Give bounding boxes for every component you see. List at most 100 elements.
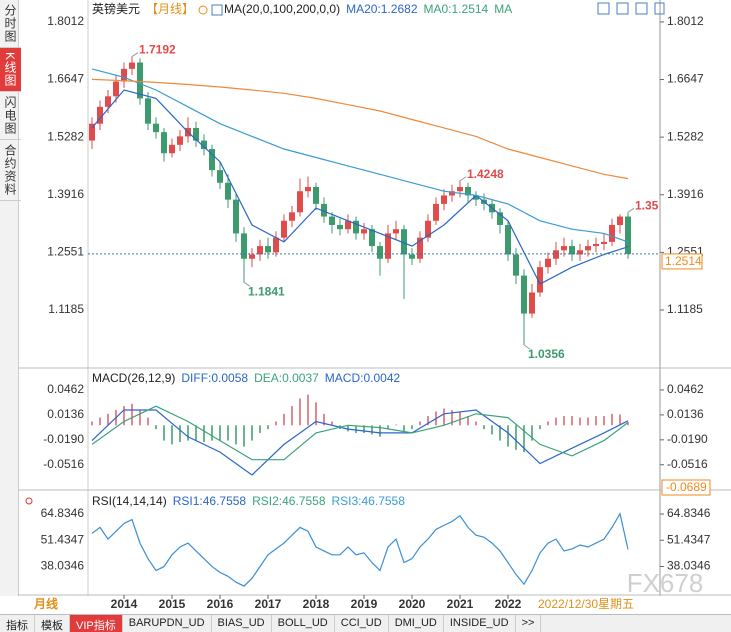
candle-body — [105, 96, 111, 107]
candle-body — [441, 195, 447, 204]
candle-body — [281, 220, 287, 238]
y-tick-label: 0.0462 — [667, 382, 704, 396]
candle-body — [457, 187, 463, 192]
candle-body — [425, 220, 431, 238]
x-tick-label: 2018 — [303, 597, 330, 611]
watermark: FX678 — [627, 568, 704, 598]
candle-body — [241, 233, 247, 259]
tab[interactable]: 闪电图 — [0, 92, 21, 141]
toolbar-tab[interactable]: BOLL_UD — [272, 615, 335, 632]
y-tick-label: 51.4347 — [41, 532, 85, 546]
candle-body — [345, 220, 351, 230]
period-label: 月线 — [33, 596, 58, 611]
indicator: MA(20,0,100,200,0,0) — [224, 2, 340, 16]
marker — [627, 207, 635, 213]
last-price-tag — [661, 253, 703, 270]
line — [91, 78, 629, 180]
candle-body — [361, 229, 367, 234]
limit-tag — [661, 479, 711, 496]
high-label: 1.7192 — [139, 43, 176, 57]
x-tick-label: 2021 — [447, 597, 474, 611]
marker — [459, 176, 467, 182]
y-tick-label: 1.1185 — [667, 302, 703, 316]
toolbar-tab[interactable]: 模板 — [35, 615, 70, 632]
y-tick-label: 1.8012 — [667, 14, 704, 28]
limit-label: -0.0689 — [666, 480, 707, 494]
y-tick-label: 1.3916 — [47, 187, 84, 201]
candle-body — [433, 203, 439, 221]
candle-body — [313, 187, 319, 204]
candle-body — [625, 216, 631, 254]
line — [91, 89, 629, 285]
y-tick-label: 64.8346 — [41, 506, 85, 520]
line — [91, 409, 629, 476]
candle-body — [153, 123, 159, 133]
tab[interactable]: K线图 — [0, 48, 21, 93]
legend-entry: DEA:0.0037 — [254, 371, 319, 385]
candle-body — [121, 68, 127, 82]
candle-body — [473, 195, 479, 200]
icon — [198, 5, 208, 15]
toolbar-tab[interactable]: >> — [516, 615, 542, 632]
candle-body — [321, 203, 327, 217]
icon[interactable] — [25, 497, 33, 505]
candle-body — [89, 123, 95, 141]
icon — [211, 4, 223, 16]
toolbar-tab[interactable]: BARUPDN_UD — [123, 615, 212, 632]
candle-body — [601, 241, 607, 244]
tab[interactable]: 分时图 — [0, 0, 21, 48]
x-tick-label: 2022 — [495, 597, 522, 611]
panel-title: MACD(26,12,9) — [92, 371, 175, 385]
panel-title: RSI(14,14,14) — [92, 494, 167, 508]
y-tick-label: 1.8012 — [47, 14, 84, 28]
candle-body — [521, 275, 527, 314]
high-label: 1.35 — [635, 198, 659, 212]
candle-body — [577, 250, 583, 255]
candle-body — [505, 224, 511, 255]
toolbar-tab[interactable]: DMI_UD — [389, 615, 444, 632]
marker — [243, 281, 251, 287]
candle-body — [201, 140, 207, 150]
toolbar-tab[interactable]: CCI_UD — [335, 615, 389, 632]
y-tick-label: 0.0136 — [667, 407, 704, 421]
window-buttons[interactable] — [597, 2, 665, 15]
candle-body — [593, 243, 599, 247]
candle-body — [617, 216, 623, 225]
x-tick-label: 2016 — [207, 597, 234, 611]
y-tick-label: 0.0462 — [47, 382, 84, 396]
marker — [131, 52, 139, 57]
candle-body — [409, 254, 415, 259]
toolbar-tab[interactable]: BIAS_UD — [212, 615, 272, 632]
x-tick-label: 2019 — [351, 597, 378, 611]
y-tick-label: -0.0516 — [667, 457, 708, 471]
y-tick-label: 1.5282 — [47, 129, 84, 143]
legend-entry: DIFF:0.0058 — [181, 371, 248, 385]
y-tick-label: 64.8346 — [667, 506, 711, 520]
candle-body — [177, 136, 183, 145]
chart: FX678 月线 2022/12/30星期五 1.8012 1.8012 1.664… — [18, 0, 731, 611]
candle-body — [569, 246, 575, 255]
toolbar-tab[interactable]: 指标 — [0, 615, 35, 632]
y-tick-label: -0.0516 — [43, 457, 84, 471]
y-tick-label: 38.0346 — [41, 559, 85, 573]
candle-body — [233, 199, 239, 234]
candle-body — [377, 246, 383, 259]
toolbar-tab[interactable]: INSIDE_UD — [444, 615, 516, 632]
candle-body — [305, 187, 311, 192]
x-tick-label: 2020 — [399, 597, 426, 611]
candle-body — [273, 237, 279, 253]
tab[interactable]: 合约资料 — [0, 140, 21, 202]
candle-body — [369, 229, 375, 247]
candle-body — [545, 258, 551, 268]
y-tick-label: 0.0136 — [47, 407, 84, 421]
last-price-label: 1.2514 — [665, 254, 702, 268]
y-tick-label: -0.0190 — [43, 432, 84, 446]
y-tick-label: 1.3916 — [667, 187, 704, 201]
toolbar-tab[interactable]: VIP指标 — [70, 615, 123, 632]
candle-body — [209, 149, 215, 171]
candle-body — [145, 98, 151, 124]
toolbar: 指标 模板 VIP指标 BARUPDN_UD BIAS_UD BOLL_UD CCI_UD D… — [0, 614, 731, 632]
date-label: 2022/12/30星期五 — [538, 597, 634, 611]
y-tick-label: 1.6647 — [47, 72, 84, 86]
candle-body — [329, 216, 335, 225]
